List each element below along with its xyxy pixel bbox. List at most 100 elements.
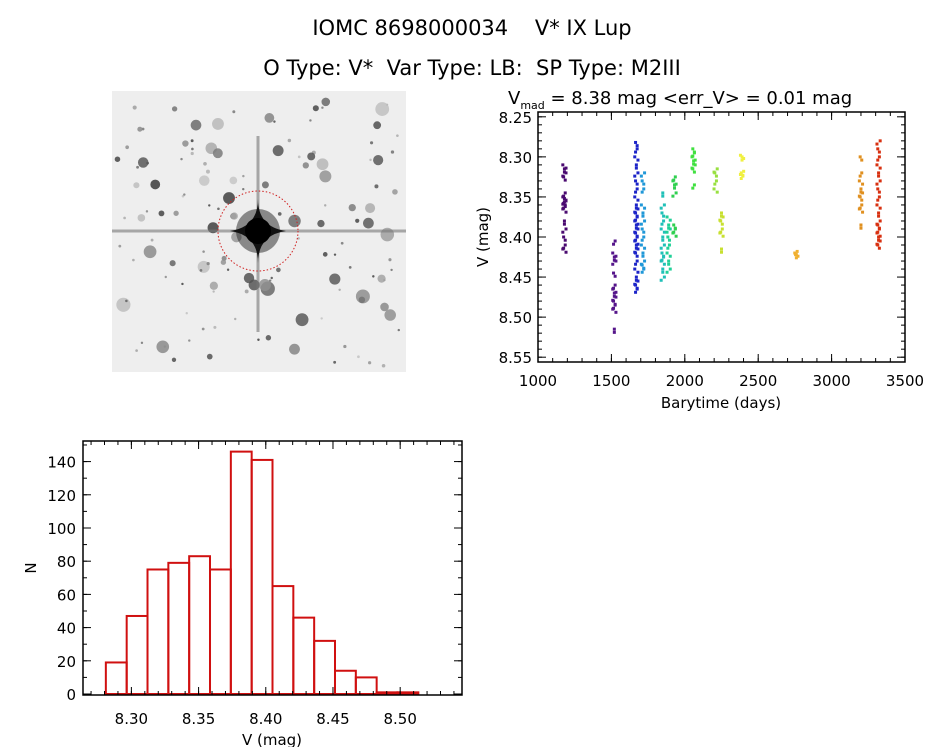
x-tick-label: 8.30 [115, 710, 148, 728]
data-point [635, 144, 639, 148]
data-point [665, 251, 669, 255]
histogram-bar [333, 669, 357, 696]
data-point [721, 234, 725, 238]
field-star [329, 273, 341, 285]
data-point [563, 178, 567, 182]
data-point [614, 254, 618, 258]
data-point [563, 238, 567, 242]
field-star [358, 296, 366, 304]
x-tick-label: 3000 [813, 372, 851, 390]
data-point [612, 258, 616, 262]
field-star [343, 344, 347, 349]
data-point [875, 142, 879, 146]
field-star [277, 212, 282, 216]
data-point [877, 214, 881, 218]
data-point [795, 249, 799, 253]
histogram-xlabel: V (mag) [242, 731, 302, 747]
chart-subtitle: O Type: V* Var Type: LB: SP Type: M2III [263, 56, 681, 80]
y-tick-label: 80 [57, 553, 76, 571]
data-point [634, 246, 638, 250]
field-star [132, 105, 137, 110]
data-point [693, 158, 697, 162]
data-point [740, 158, 744, 162]
y-tick-label: 20 [57, 653, 76, 671]
data-point [674, 191, 678, 195]
data-point [636, 207, 640, 211]
field-star [171, 106, 178, 112]
data-point [665, 230, 669, 234]
data-point [562, 219, 566, 223]
light-curve-ylabel: V (mag) [474, 207, 492, 267]
y-tick-label: 8.35 [499, 189, 532, 207]
y-tick-label: 100 [47, 520, 76, 538]
data-point [634, 190, 638, 194]
data-point [859, 187, 863, 191]
data-point [635, 147, 639, 151]
data-point [641, 254, 645, 258]
light-curve-plot: Vmad = 8.38 mag <err_V> = 0.01 mag Baryt… [474, 88, 924, 412]
field-star [297, 237, 300, 240]
data-point [876, 187, 880, 191]
data-point [878, 234, 882, 238]
field-star [390, 150, 395, 154]
data-point [563, 243, 567, 247]
field-star [243, 272, 255, 284]
histogram-bar [188, 555, 212, 696]
field-star [287, 138, 292, 143]
data-point [858, 155, 862, 159]
field-star [114, 156, 121, 162]
field-star [377, 274, 386, 283]
data-point [563, 203, 567, 207]
field-star [190, 151, 194, 156]
field-star [340, 241, 344, 245]
data-point [861, 182, 865, 186]
data-point [639, 222, 643, 226]
data-point [714, 174, 718, 178]
field-star [383, 278, 386, 282]
data-point [564, 166, 568, 170]
data-point [691, 147, 695, 151]
field-star [272, 145, 284, 157]
x-tick-label: 1000 [519, 372, 557, 390]
data-point [634, 140, 638, 144]
data-point [662, 255, 666, 259]
data-point [692, 162, 696, 166]
data-point [634, 203, 638, 207]
data-point [612, 242, 616, 246]
data-point [662, 230, 666, 234]
field-star [374, 184, 379, 189]
field-star [296, 218, 300, 221]
field-star [190, 139, 194, 143]
data-point [564, 210, 568, 214]
field-star [125, 299, 128, 303]
data-point [636, 247, 640, 251]
data-point [613, 303, 617, 307]
field-star [257, 338, 260, 341]
data-point [561, 195, 565, 199]
field-star [208, 204, 211, 207]
data-point [720, 211, 723, 215]
data-point [691, 186, 695, 190]
data-point [667, 226, 671, 230]
data-point [667, 223, 671, 227]
field-star [309, 119, 312, 122]
field-star [213, 325, 217, 329]
data-point [612, 291, 616, 295]
data-point [693, 163, 697, 167]
data-point [562, 235, 566, 239]
data-point [641, 251, 645, 255]
data-point [640, 179, 644, 183]
data-point [635, 235, 639, 239]
data-point [662, 203, 666, 207]
field-star [137, 157, 149, 168]
data-point [876, 198, 880, 202]
field-star [264, 113, 275, 123]
data-point [633, 195, 637, 199]
data-point [878, 239, 882, 243]
field-star [348, 266, 352, 269]
field-star [307, 152, 316, 161]
data-point [671, 194, 675, 198]
field-star [324, 204, 327, 207]
field-star [348, 203, 356, 212]
data-point [613, 239, 617, 243]
